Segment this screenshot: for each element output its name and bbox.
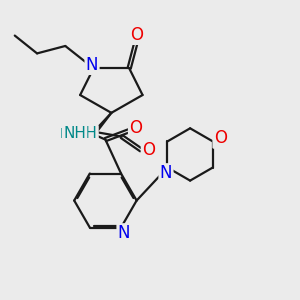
Text: H–N: H–N — [60, 127, 88, 141]
Text: O: O — [130, 26, 143, 44]
Text: N: N — [160, 164, 172, 182]
Text: N: N — [86, 56, 98, 74]
Text: O: O — [129, 119, 142, 137]
Text: NH: NH — [63, 126, 86, 141]
Text: O: O — [142, 141, 155, 159]
Text: N: N — [118, 224, 130, 242]
Text: O: O — [214, 129, 227, 147]
Text: NH: NH — [75, 126, 98, 141]
